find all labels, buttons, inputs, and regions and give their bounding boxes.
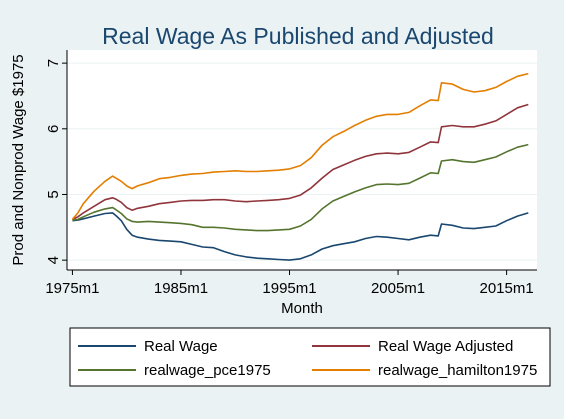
y-tick-label: 7 [45,59,62,67]
gridlines [67,62,537,261]
legend-label: realwage_pce1975 [144,362,271,379]
x-tick-label: 1975m1 [45,280,99,297]
legend: Real Wage Real Wage Adjusted realwage_pce1… [78,338,537,379]
series-line [71,72,529,220]
x-ticks: 1975m1 1985m1 1995m1 2005m1 2015m1 [45,270,534,297]
legend-label: realwage_hamilton1975 [378,362,537,379]
legend-label: Real Wage [144,338,218,355]
x-tick-label: 2005m1 [371,280,425,297]
axes [66,50,537,271]
x-tick-label: 1995m1 [262,280,316,297]
x-axis-label: Month [281,300,323,317]
chart-title: Real Wage As Published and Adjusted [102,23,494,49]
series-line [72,212,529,261]
x-tick-label: 2015m1 [479,280,533,297]
series-line [72,143,529,232]
y-ticks: 4 5 6 7 [45,59,67,264]
y-tick-label: 4 [45,256,62,264]
y-tick-label: 5 [45,190,62,198]
x-tick-label: 1985m1 [154,280,208,297]
series-line [72,103,529,221]
y-tick-label: 6 [45,125,62,133]
legend-label: Real Wage Adjusted [378,338,513,355]
y-axis-label: Prod and Nonprod Wage $1975 [10,54,27,265]
legend-box [69,327,551,387]
series-lines [71,72,529,261]
